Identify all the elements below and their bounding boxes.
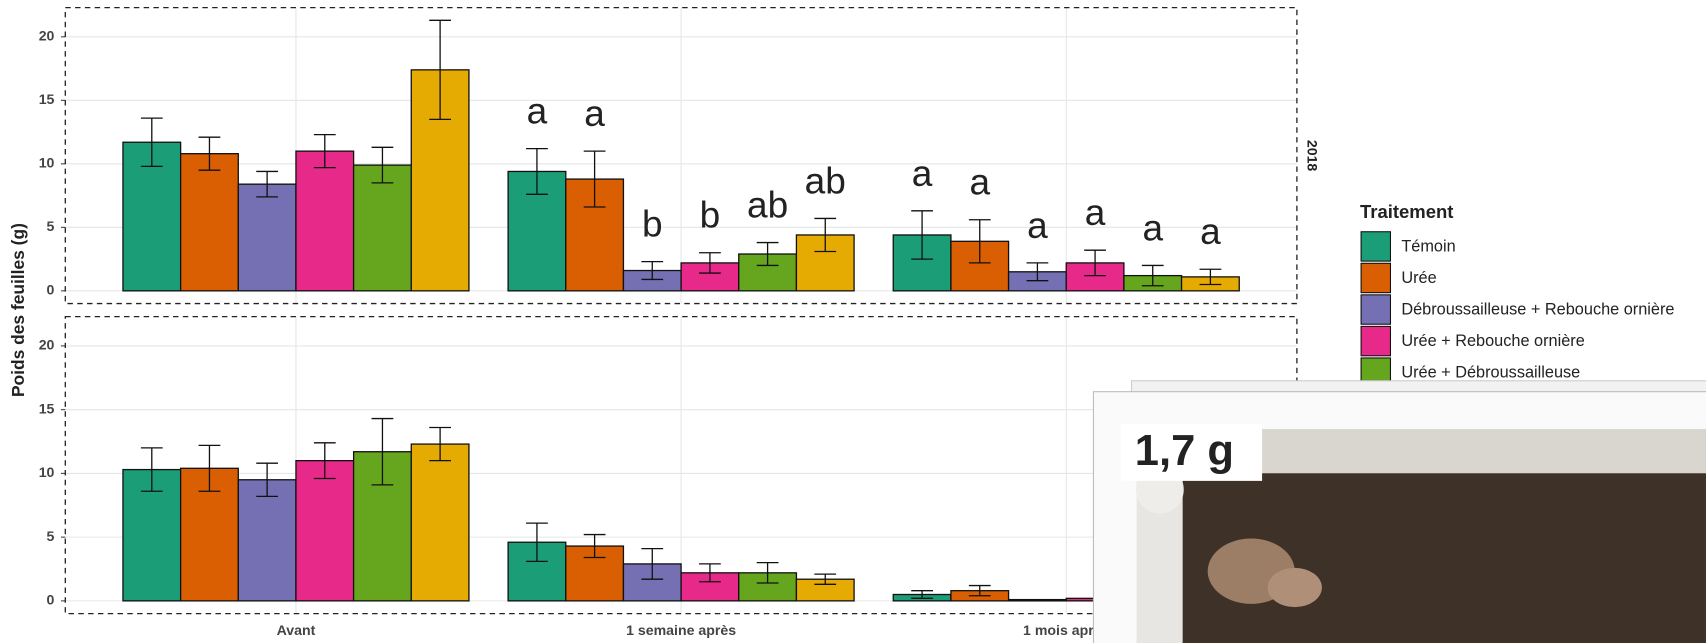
significance-letter: b bbox=[700, 195, 721, 236]
bar bbox=[237, 479, 297, 602]
y-tick-label: 15 bbox=[39, 91, 55, 107]
significance-letter: a bbox=[1027, 205, 1048, 246]
leaves bbox=[1267, 567, 1322, 608]
y-tick-label: 5 bbox=[47, 218, 55, 234]
significance-letter: a bbox=[1200, 211, 1221, 252]
bar bbox=[122, 141, 182, 292]
bar bbox=[179, 153, 239, 292]
significance-letter: a bbox=[1142, 207, 1163, 248]
panel-border bbox=[64, 315, 1298, 615]
y-tick-label: 15 bbox=[39, 400, 55, 416]
legend-label: Témoin bbox=[1401, 237, 1455, 255]
y-tick-label: 10 bbox=[39, 464, 55, 480]
legend-label: Urée bbox=[1401, 269, 1436, 287]
bar bbox=[295, 150, 355, 292]
y-axis-label: Poids des feuilles (g) bbox=[8, 223, 28, 397]
bar bbox=[1007, 598, 1067, 602]
significance-letter: a bbox=[527, 91, 548, 132]
y-tick-label: 0 bbox=[47, 282, 55, 298]
bar bbox=[410, 443, 470, 602]
caption-box bbox=[1120, 424, 1263, 481]
significance-letter: a bbox=[584, 93, 605, 134]
legend-swatch bbox=[1360, 231, 1392, 262]
significance-letter: b bbox=[642, 204, 663, 245]
legend-label: Débroussailleuse + Rebouche ornière bbox=[1401, 300, 1674, 318]
significance-letter: a bbox=[969, 162, 990, 203]
legend-swatch bbox=[1360, 262, 1392, 294]
photo-caption: 1,7 g bbox=[1135, 427, 1234, 475]
bar bbox=[237, 183, 297, 292]
facet-label: 2018 bbox=[1304, 140, 1320, 172]
x-tick-label: 1 mois après bbox=[1023, 622, 1110, 638]
y-tick-label: 5 bbox=[47, 528, 55, 544]
legend-label: Urée + Débroussailleuse bbox=[1401, 363, 1580, 381]
significance-letter: a bbox=[912, 153, 933, 194]
pipe-top bbox=[1251, 429, 1706, 474]
bar bbox=[295, 459, 355, 602]
legend-label: Urée + Rebouche ornière bbox=[1401, 332, 1584, 350]
legend-swatch bbox=[1360, 294, 1392, 325]
legend-title: Traitement bbox=[1360, 201, 1453, 222]
legend-swatch bbox=[1360, 325, 1392, 357]
y-tick-label: 0 bbox=[47, 592, 55, 608]
y-tick-label: 20 bbox=[39, 337, 55, 353]
significance-letter: a bbox=[1085, 192, 1106, 233]
x-tick-label: Avant bbox=[277, 622, 316, 638]
significance-letter: ab bbox=[805, 160, 846, 201]
bar bbox=[352, 164, 412, 292]
y-tick-label: 20 bbox=[39, 28, 55, 44]
x-tick-label: 1 semaine après bbox=[626, 622, 736, 638]
y-tick-label: 10 bbox=[39, 155, 55, 171]
photo: 1,7 g bbox=[1092, 380, 1706, 643]
significance-letter: ab bbox=[747, 185, 788, 226]
